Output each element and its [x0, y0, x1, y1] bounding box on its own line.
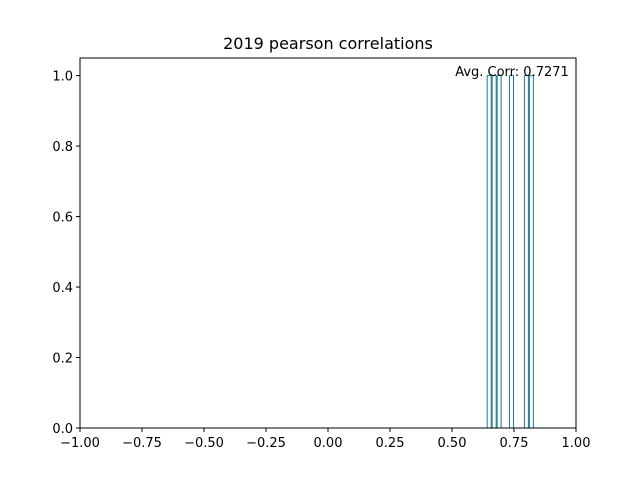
y-axis-ticks: 0.0 0.2 0.4 0.6 0.8 1.0 — [52, 70, 80, 437]
chart-title: 2019 pearson correlations — [223, 34, 433, 53]
x-tick-label: −0.50 — [184, 436, 224, 451]
bar-5 — [528, 75, 534, 429]
bar-3 — [509, 75, 515, 429]
y-tick-label: 0.4 — [52, 281, 73, 296]
bar-2 — [496, 75, 502, 429]
x-tick-label: −1.00 — [60, 436, 100, 451]
x-axis-ticks: −1.00 −0.75 −0.50 −0.25 0.00 0.25 0.50 0.75 1.00 — [60, 428, 590, 451]
x-tick-label: 1.00 — [562, 436, 591, 451]
x-tick-label: 0.75 — [500, 436, 529, 451]
y-tick-label: 1.0 — [52, 70, 73, 85]
x-tick-label: 0.00 — [314, 436, 343, 451]
y-tick-label: 0.8 — [52, 140, 73, 155]
y-tick-label: 0.2 — [52, 352, 73, 367]
x-tick-label: −0.25 — [246, 436, 286, 451]
x-tick-label: −0.75 — [122, 436, 162, 451]
x-tick-label: 0.25 — [376, 436, 405, 451]
avg-corr-annotation: Avg. Corr: 0.7271 — [455, 65, 569, 80]
x-tick-label: 0.50 — [438, 436, 467, 451]
y-tick-label: 0.0 — [52, 422, 73, 437]
bars-group — [486, 75, 534, 429]
bar-1 — [491, 75, 497, 429]
bar-0 — [486, 75, 492, 429]
bar-4 — [523, 75, 529, 429]
y-tick-label: 0.6 — [52, 211, 73, 226]
